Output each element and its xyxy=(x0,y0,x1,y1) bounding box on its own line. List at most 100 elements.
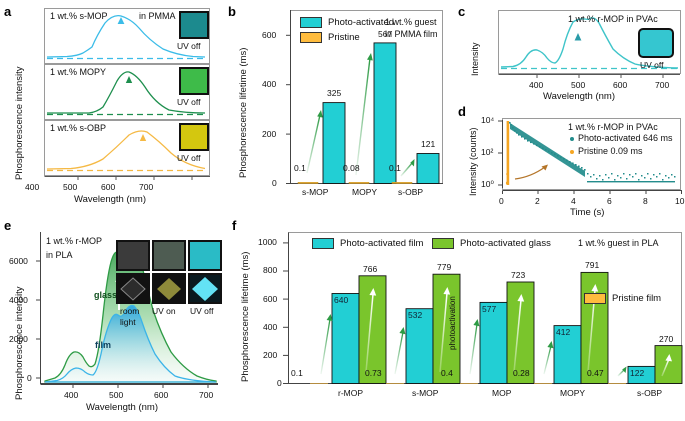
panel-e-inset-uv-off-top xyxy=(188,240,222,271)
panel-f-value-glass-s-MOP: 779 xyxy=(437,262,452,272)
panel-c-xlabel: Wavelength (nm) xyxy=(543,91,615,102)
panel-b-note-line2: in PMMA film xyxy=(385,29,438,39)
panel-e-inset-caption-uv-off: UV off xyxy=(190,306,214,316)
panel-e-inset-uv-off-bottom xyxy=(188,273,222,304)
panel-a-curve-2 xyxy=(47,71,206,116)
panel-d-letter: d xyxy=(458,104,466,119)
panel-b-legend-swatch-photoactivated xyxy=(300,17,322,28)
panel-e-ytick-0: 0 xyxy=(27,373,32,383)
panel-f-arrow-label: photoactivation xyxy=(448,296,457,350)
panel-d-xtick-4: 4 xyxy=(571,196,576,206)
panel-f-ytick-400: 400 xyxy=(263,322,278,332)
panel-f-value-film-MOPY: 412 xyxy=(556,327,571,337)
panel-f-value-pristine-MOP: 0.4 xyxy=(441,368,453,378)
panel-a-inset-photo-1 xyxy=(179,11,209,39)
panel-d-ytick-1e0: 10⁰ xyxy=(481,179,494,189)
panel-d-ytick-1e2: 10² xyxy=(481,147,494,157)
panel-c-inset-label: UV off xyxy=(640,60,664,70)
panel-e-xtick-700: 700 xyxy=(199,390,214,400)
panel-d-legend-dot-pristine xyxy=(570,150,574,154)
panel-d-xtick-0: 0 xyxy=(499,196,504,206)
panel-f-ytick-1000: 1000 xyxy=(258,237,277,247)
panel-b-value-121: 121 xyxy=(421,139,436,149)
panel-f-legend-label-glass: Photo-activated glass xyxy=(460,238,551,249)
panel-f-value-glass-MOP: 723 xyxy=(511,270,526,280)
panel-e-note-line2: in PLA xyxy=(46,250,73,260)
panel-a-inset-photo-2 xyxy=(179,67,209,95)
panel-d-xtick-10: 10 xyxy=(675,196,685,206)
panel-e-xtick-500: 500 xyxy=(109,390,124,400)
panel-a-xtick-500: 500 xyxy=(63,182,78,192)
panel-d-xaxis xyxy=(502,190,682,194)
panel-f-xtick-r-MOP: r-MOP xyxy=(338,388,364,398)
panel-d-ytick-1e4: 10⁴ xyxy=(481,115,495,125)
panel-b-xtick-s-MOP: s-MOP xyxy=(302,187,329,197)
panel-f-value-pristine-MOPY: 0.28 xyxy=(513,368,530,378)
panel-f-value-pristine-s-MOP: 0.73 xyxy=(365,368,382,378)
panel-b-value-325: 325 xyxy=(327,88,342,98)
panel-d-ylabel: Intensity (counts) xyxy=(468,127,478,196)
panel-b-ytick-600: 600 xyxy=(262,30,277,40)
panel-a-inset-label-3: UV off xyxy=(177,153,201,163)
panel-f-legend-swatch-pristine xyxy=(584,293,606,304)
panel-b-xtick-s-OBP: s-OBP xyxy=(398,187,424,197)
panel-a-inset-photo-3 xyxy=(179,123,209,151)
panel-c-letter: c xyxy=(458,4,466,19)
panel-e-letter: e xyxy=(4,218,12,233)
panel-e-curve-label-glass: glass xyxy=(94,290,118,300)
panel-e-xaxis xyxy=(40,384,218,388)
panel-a-xtick-600: 600 xyxy=(101,182,116,192)
panel-c-xtick-400: 400 xyxy=(529,80,544,90)
panel-f-xtick-s-MOP: s-MOP xyxy=(412,388,439,398)
panel-a-xtick-700: 700 xyxy=(139,182,154,192)
panel-e-inset-room-light-bottom xyxy=(116,273,150,304)
panel-b-letter: b xyxy=(228,4,236,19)
panel-f-value-pristine-s-OBP: 0.47 xyxy=(587,368,604,378)
panel-a-xaxis xyxy=(44,176,210,180)
panel-d-xtick-8: 8 xyxy=(643,196,648,206)
panel-b-note-line1: 1 wt.% guest xyxy=(385,17,437,27)
panel-f-value-film-r-MOP: 640 xyxy=(334,295,349,305)
panel-e-inset-caption-light: light xyxy=(120,317,136,327)
panel-a-curve-3 xyxy=(46,130,206,172)
panel-d-plot xyxy=(502,118,681,190)
panel-c-curve xyxy=(500,17,679,70)
panel-e-ytick-4000: 4000 xyxy=(9,295,28,305)
panel-a-ylabel: Phosphorescence intensity xyxy=(14,66,25,180)
panel-d-legend-dot-photoactivated xyxy=(570,137,574,141)
panel-f-letter: f xyxy=(232,218,237,233)
panel-d-xtick-6: 6 xyxy=(607,196,612,206)
panel-b-value-0p1: 0.1 xyxy=(294,163,306,173)
panel-a-inset-label-1: UV off xyxy=(177,41,201,51)
panel-d-decay xyxy=(505,121,676,185)
panel-c-xtick-500: 500 xyxy=(571,80,586,90)
panel-a-xlabel: Wavelength (nm) xyxy=(74,194,146,205)
panel-d-legend-label-pristine: Pristine 0.09 ms xyxy=(578,146,643,156)
panel-d-yaxis-ticks xyxy=(498,120,503,188)
panel-e-yaxis-ticks xyxy=(36,260,41,379)
panel-b-ylabel: Phosphorescence lifetime (ms) xyxy=(238,47,249,178)
panel-e-note-line1: 1 wt.% r-MOP xyxy=(46,236,103,246)
panel-f-xtick-MOP: MOP xyxy=(492,388,512,398)
panel-f-value-film-s-MOP: 532 xyxy=(408,310,423,320)
panel-a-xtick-400: 400 xyxy=(25,182,40,192)
diamond-shape-room-light xyxy=(120,277,146,301)
panel-f-value-glass-r-MOP: 766 xyxy=(363,264,378,274)
panel-f-legend-label-film: Photo-activated film xyxy=(340,238,424,249)
panel-e-inset-uv-on-top xyxy=(152,240,186,271)
panel-f-ytick-0: 0 xyxy=(277,378,282,388)
panel-e-inset-caption-uv-on: UV on xyxy=(152,306,176,316)
panel-d-xlabel: Time (s) xyxy=(570,207,605,218)
panel-f-value-glass-s-OBP: 270 xyxy=(659,334,674,344)
panel-b-legend-swatch-pristine xyxy=(300,32,322,43)
panel-f-ytick-600: 600 xyxy=(263,294,278,304)
panel-c-note: 1 wt.% r-MOP in PVAc xyxy=(568,14,658,24)
panel-f-ytick-800: 800 xyxy=(263,265,278,275)
panel-b-legend-label-photoactivated: Photo-activated xyxy=(328,17,395,28)
panel-c-xaxis xyxy=(498,74,680,78)
panel-f-xtick-MOPY: MOPY xyxy=(560,388,586,398)
panel-b-value-0p08: 0.08 xyxy=(343,163,360,173)
panel-a-title-1: 1 wt.% s-MOP xyxy=(50,11,108,21)
panel-c-inset-photo xyxy=(638,28,674,58)
panel-f-legend-swatch-film xyxy=(312,238,334,249)
